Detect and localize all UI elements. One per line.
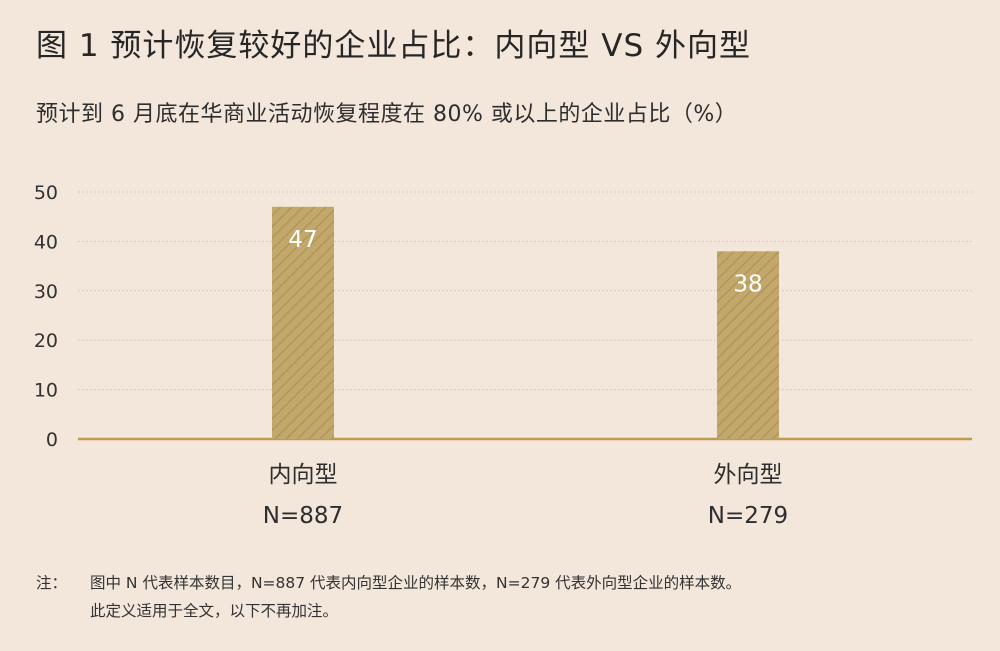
y-tick-label: 20 <box>34 330 58 352</box>
y-tick-label: 30 <box>34 281 58 303</box>
data-label: 38 <box>733 271 762 297</box>
y-tick-label: 50 <box>34 182 58 204</box>
bar-chart: 0 10 20 30 40 50 47 内向型 N=887 38 外向型 N=279 <box>34 182 972 529</box>
footnote-line-1: 图中 N 代表样本数目，N=887 代表内向型企业的样本数，N=279 代表外向… <box>90 574 742 592</box>
y-tick-label: 10 <box>34 380 58 402</box>
footnote-line-2: 此定义适用于全文，以下不再加注。 <box>90 602 339 620</box>
category-label: 内向型 <box>269 462 338 488</box>
data-label: 47 <box>288 227 317 253</box>
figure-title: 图 1 预计恢复较好的企业占比：内向型 VS 外向型 <box>36 28 752 64</box>
footnote: 注： 图中 N 代表样本数目，N=887 代表内向型企业的样本数，N=279 代… <box>36 569 976 625</box>
sample-size-label: N=279 <box>708 503 788 529</box>
y-tick-label: 40 <box>34 231 58 253</box>
chart-subtitle: 预计到 6 月底在华商业活动恢复程度在 80% 或以上的企业占比（%） <box>36 102 738 127</box>
category-label: 外向型 <box>714 462 783 488</box>
bar-2 <box>717 251 779 439</box>
footnote-label: 注： <box>36 574 68 592</box>
sample-size-label: N=887 <box>263 503 343 529</box>
bar-1 <box>272 206 334 439</box>
y-tick-label: 0 <box>46 429 58 451</box>
